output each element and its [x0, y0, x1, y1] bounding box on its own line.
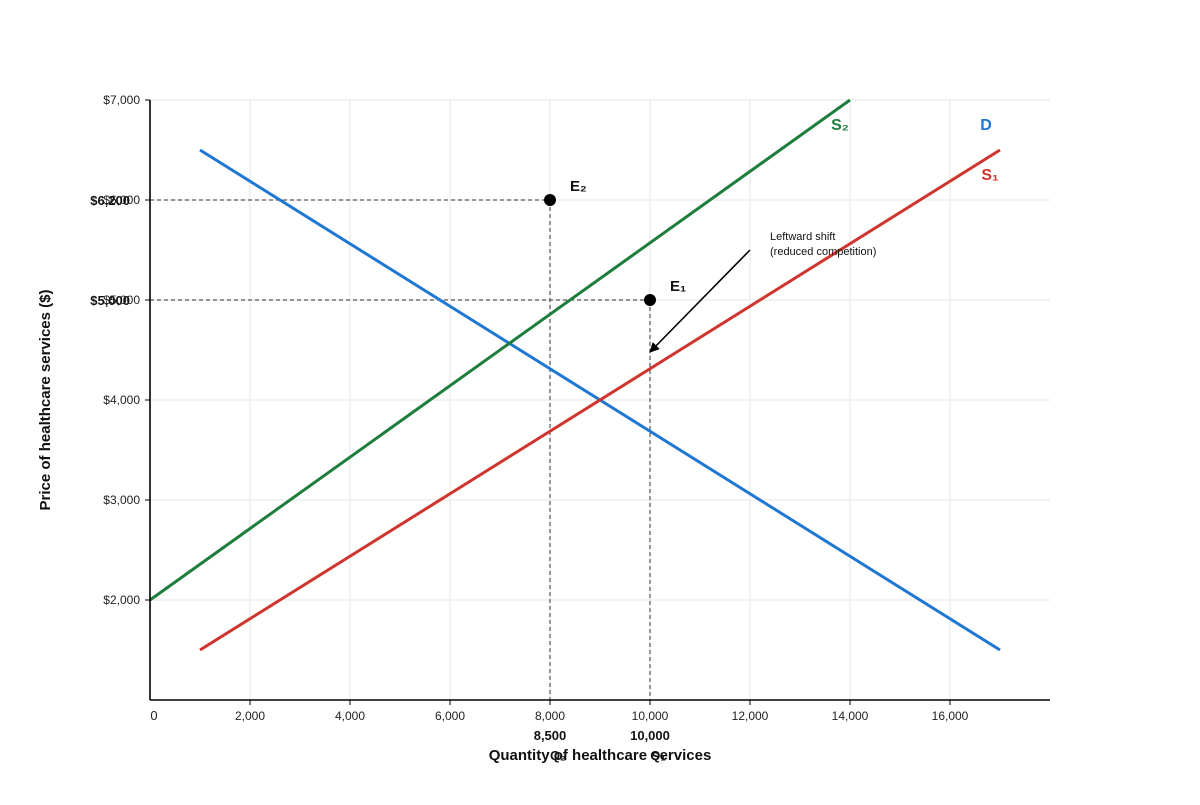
x-tick-label: 6,000 — [435, 709, 465, 723]
curve-label: S₂ — [831, 117, 849, 134]
x-tick-label: 4,000 — [335, 709, 365, 723]
curve-label: S₁ — [981, 167, 999, 184]
y-tick-label: $5,000 — [103, 293, 140, 307]
equilibrium-points: E₂ E₁ — [544, 178, 686, 306]
x-tick-label: 8,000 — [535, 709, 565, 723]
x-tick-label: 14,000 — [832, 709, 869, 723]
equilibrium-quantity-label: 10,000 — [630, 728, 670, 743]
axes — [145, 99, 1050, 705]
equilibrium-q-label: Q₂ — [550, 748, 566, 763]
y-tick-label: $7,000 — [103, 93, 140, 107]
equilibrium-price-label: $5,000 — [90, 293, 130, 308]
shift-annotation-text: Leftward shift — [770, 231, 835, 243]
shift-annotation: Leftward shift (reduced competition) — [649, 231, 876, 353]
y-tick-label: $2,000 — [103, 593, 140, 607]
equilibrium-price-label: $6,200 — [90, 193, 130, 208]
curve-label: D — [980, 117, 992, 134]
x-tick-label: 10,000 — [632, 709, 669, 723]
equilibrium-point — [644, 294, 656, 306]
equilibrium-point — [544, 194, 556, 206]
curves — [149, 98, 1001, 652]
x-tick-label: 12,000 — [732, 709, 769, 723]
x-tick-label: 2,000 — [235, 709, 265, 723]
curve-supply — [199, 148, 1001, 652]
y-tick-label: $6,000 — [103, 193, 140, 207]
x-tick-label: 16,000 — [932, 709, 969, 723]
x-axis-title: Quantity of healthcare services — [489, 747, 712, 764]
y-tick-label: $4,000 — [103, 393, 140, 407]
y-tick-label: $3,000 — [103, 493, 140, 507]
curve-supply — [149, 98, 851, 602]
y-axis-title: Price of healthcare services ($) — [37, 290, 54, 511]
equilibrium-point-label: E₂ — [570, 178, 587, 195]
equilibrium-q-label: Q₁ — [650, 748, 666, 763]
labels: $2,000 $3,000 $4,000 $5,000 $6,000 $7,000 0 2,0… — [37, 93, 999, 764]
equilibrium-quantity-label: 8,500 — [534, 728, 567, 743]
shift-annotation-text: (reduced competition) — [770, 246, 876, 258]
equilibrium-guides — [150, 199, 651, 700]
shift-arrow — [649, 249, 751, 353]
equilibrium-point-label: E₁ — [670, 278, 686, 295]
x-tick-label: 0 — [150, 708, 157, 723]
